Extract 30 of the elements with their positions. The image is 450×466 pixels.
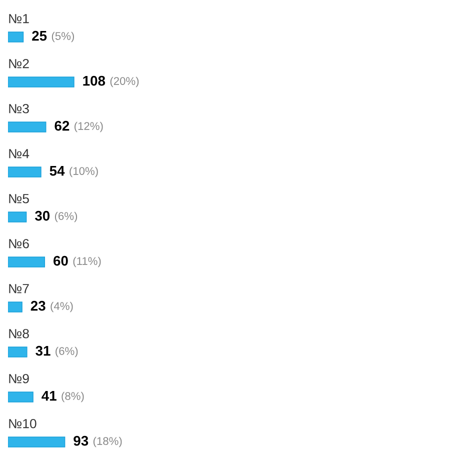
y-tick-label: №7 (9, 284, 29, 294)
data-label: 108 (20%) (83, 76, 139, 88)
bar (8, 32, 24, 42)
data-label: 62 (12%) (54, 120, 103, 132)
data-label: 31 (6%) (36, 346, 78, 358)
data-label: 23 (4%) (30, 300, 73, 312)
data-label: 41 (8%) (42, 391, 84, 402)
y-tick-label: №1 (9, 14, 29, 24)
y-tick-label: №2 (9, 58, 29, 68)
bar (8, 302, 22, 312)
y-tick-label: №6 (9, 238, 29, 248)
bar (8, 122, 46, 132)
data-label: 25 (5%) (32, 30, 74, 42)
bar (8, 166, 42, 178)
bar (8, 256, 46, 268)
data-label: 60 (11%) (54, 256, 101, 268)
data-label: 54 (10%) (50, 166, 98, 178)
y-tick-label: №3 (9, 104, 29, 114)
y-tick-label: №8 (9, 328, 29, 338)
bar (8, 392, 34, 402)
data-label: 93 (18%) (74, 436, 122, 448)
bar (8, 436, 66, 448)
bar (8, 76, 74, 88)
bar (8, 346, 28, 358)
bar (8, 212, 27, 222)
data-label: 30 (6%) (34, 210, 78, 222)
y-tick-label: №9 (9, 374, 29, 384)
y-tick-label: №10 (9, 418, 36, 428)
y-tick-label: №4 (9, 149, 30, 158)
y-tick-label: №5 (9, 194, 29, 204)
